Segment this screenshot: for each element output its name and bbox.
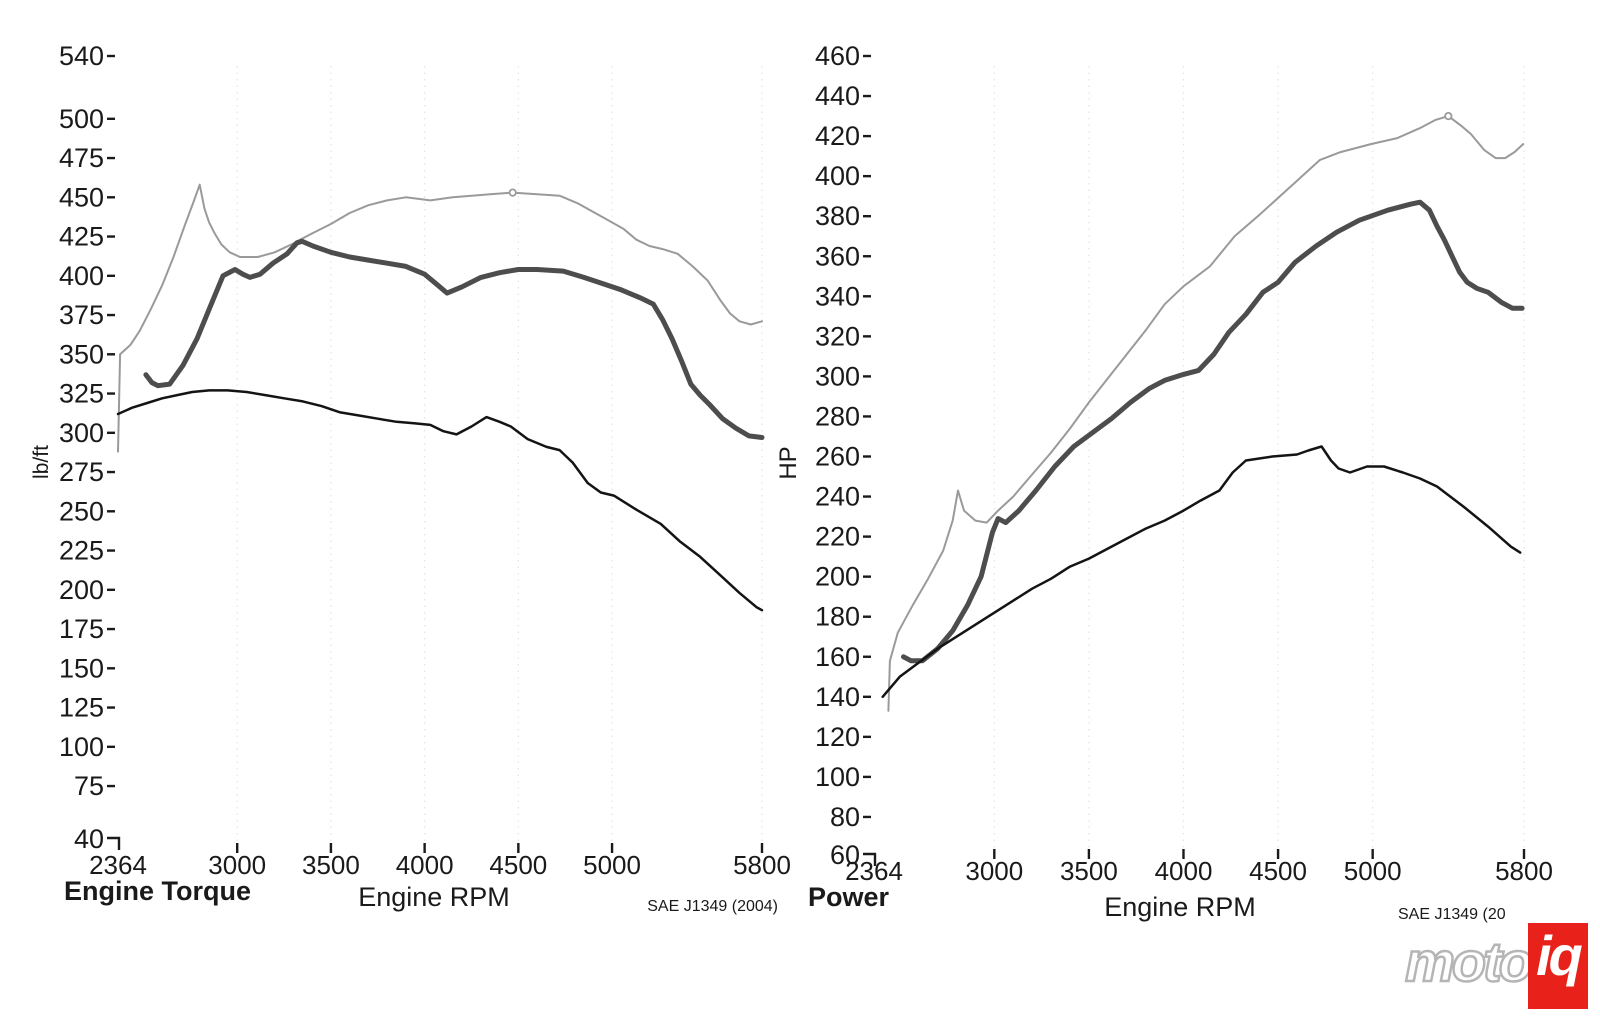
x-tick-label: 3000 bbox=[965, 856, 1023, 886]
y-tick-label: 80 bbox=[830, 802, 860, 832]
y-tick-label: 240 bbox=[815, 482, 860, 512]
y-tick-label: 100 bbox=[59, 732, 104, 762]
x-tick-label: 2364 bbox=[89, 850, 147, 880]
x-tick-label: 5800 bbox=[733, 850, 791, 880]
logo-iq-box: iq bbox=[1528, 923, 1588, 1009]
series-marker-dot bbox=[1444, 111, 1453, 121]
y-tick-label: 180 bbox=[815, 602, 860, 632]
y-tick-label: 75 bbox=[74, 771, 104, 801]
axis-corner-tick bbox=[107, 836, 121, 850]
y-tick-label: 460 bbox=[815, 41, 860, 71]
y-tick-label: 100 bbox=[815, 762, 860, 792]
y-tick-label: 250 bbox=[59, 496, 104, 526]
power-y-axis-unit-label: HP bbox=[775, 446, 802, 479]
motoiq-logo: moto iq bbox=[1404, 920, 1588, 1010]
series-run-black bbox=[881, 445, 1522, 699]
series-run-dark-gray-thick bbox=[901, 199, 1525, 664]
power-x-axis-title: Engine RPM bbox=[1104, 892, 1256, 922]
x-tick-label: 3500 bbox=[1060, 856, 1118, 886]
x-tick-label: 4000 bbox=[396, 850, 454, 880]
power-chart: 460 440 420 400 380 360 340 320 300 280 260 240 220 2… bbox=[815, 41, 1553, 886]
series-run-light-gray bbox=[887, 115, 1525, 712]
y-tick-label: 475 bbox=[59, 143, 104, 173]
y-tick-label: 400 bbox=[815, 161, 860, 191]
y-tick-label: 380 bbox=[815, 201, 860, 231]
y-tick-label: 300 bbox=[815, 361, 860, 391]
torque-sae-note: SAE J1349 (2004) bbox=[647, 898, 778, 915]
torque-x-axis-title: Engine RPM bbox=[358, 882, 510, 912]
y-tick-label: 340 bbox=[815, 281, 860, 311]
y-tick-label: 400 bbox=[59, 261, 104, 291]
x-tick-label: 2364 bbox=[845, 856, 903, 886]
logo-moto-text: moto bbox=[1404, 929, 1534, 995]
series-run-black bbox=[116, 389, 764, 612]
y-tick-label: 220 bbox=[815, 522, 860, 552]
y-tick-label: 140 bbox=[815, 682, 860, 712]
torque-y-axis-unit-label: lb/ft bbox=[30, 445, 53, 479]
y-tick-label: 320 bbox=[815, 321, 860, 351]
y-tick-label: 450 bbox=[59, 182, 104, 212]
x-tick-label: 5000 bbox=[1344, 856, 1402, 886]
y-tick-label: 120 bbox=[815, 722, 860, 752]
y-tick-label: 175 bbox=[59, 614, 104, 644]
series-run-light-gray bbox=[117, 183, 763, 453]
y-tick-label: 260 bbox=[815, 442, 860, 472]
x-tick-label: 3500 bbox=[302, 850, 360, 880]
y-tick-label: 280 bbox=[815, 401, 860, 431]
x-tick-label: 5000 bbox=[583, 850, 641, 880]
y-tick-label: 540 bbox=[59, 41, 104, 71]
y-tick-label: 200 bbox=[59, 575, 104, 605]
y-tick-label: 360 bbox=[815, 241, 860, 271]
x-tick-label: 4500 bbox=[1249, 856, 1307, 886]
y-tick-label: 375 bbox=[59, 300, 104, 330]
y-tick-label: 325 bbox=[59, 379, 104, 409]
series-run-dark-gray-thick bbox=[143, 238, 765, 440]
power-chart-title: Power bbox=[808, 882, 890, 912]
y-tick-label: 160 bbox=[815, 642, 860, 672]
y-tick-label: 350 bbox=[59, 339, 104, 369]
y-tick-label: 500 bbox=[59, 104, 104, 134]
y-tick-label: 200 bbox=[815, 562, 860, 592]
x-tick-label: 3000 bbox=[208, 850, 266, 880]
y-tick-label: 225 bbox=[59, 536, 104, 566]
torque-chart-title: Engine Torque bbox=[64, 876, 251, 906]
torque-chart: 540 500 475 450 425 400 375 350 325 300 275 250 225 2… bbox=[59, 41, 791, 880]
y-tick-label: 275 bbox=[59, 457, 104, 487]
logo-iq-text: iq bbox=[1536, 924, 1583, 987]
power-sae-note: SAE J1349 (20 bbox=[1398, 906, 1506, 923]
y-tick-label: 440 bbox=[815, 81, 860, 111]
y-tick-label: 300 bbox=[59, 418, 104, 448]
x-tick-label: 4000 bbox=[1155, 856, 1213, 886]
y-axis-min-label: 40 bbox=[74, 824, 104, 854]
y-tick-label: 425 bbox=[59, 222, 104, 252]
y-tick-label: 150 bbox=[59, 653, 104, 683]
x-tick-label: 5800 bbox=[1495, 856, 1553, 886]
x-tick-label: 4500 bbox=[489, 850, 547, 880]
y-tick-label: 125 bbox=[59, 693, 104, 723]
axis-corner-tick bbox=[863, 852, 877, 866]
series-marker-dot bbox=[508, 188, 517, 197]
y-tick-label: 420 bbox=[815, 121, 860, 151]
y-axis-min-label: 60 bbox=[830, 840, 860, 870]
